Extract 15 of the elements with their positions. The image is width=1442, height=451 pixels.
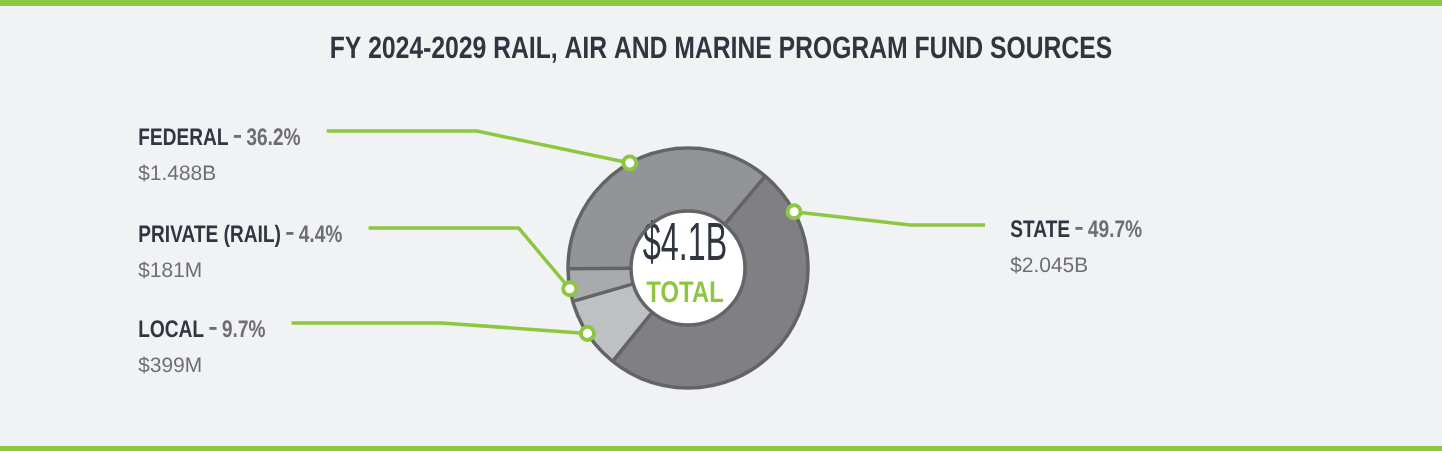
text: $1.488B (138, 164, 216, 182)
slice-label: FEDERAL (139, 128, 228, 145)
text: $399M (138, 356, 201, 374)
text: TOTAL (646, 281, 724, 303)
slice-label: STATE (1010, 220, 1070, 238)
slice-label: LOCAL (139, 320, 204, 338)
data-label: 49.7% (1088, 220, 1142, 238)
text: $2.045B (1010, 256, 1088, 274)
slice-label: PRIVATE (RAIL) (139, 224, 280, 247)
data-label: 9.7% (222, 320, 265, 338)
chart-title: FY 2024-2029 RAIL, AIR AND MARINE PROGRAM FUND SOURCES (331, 36, 1112, 63)
data-label: 4.4% (299, 225, 342, 243)
text: $4.1B (643, 220, 726, 264)
data-label: 36.2% (246, 128, 301, 146)
text: $181M (138, 261, 201, 279)
